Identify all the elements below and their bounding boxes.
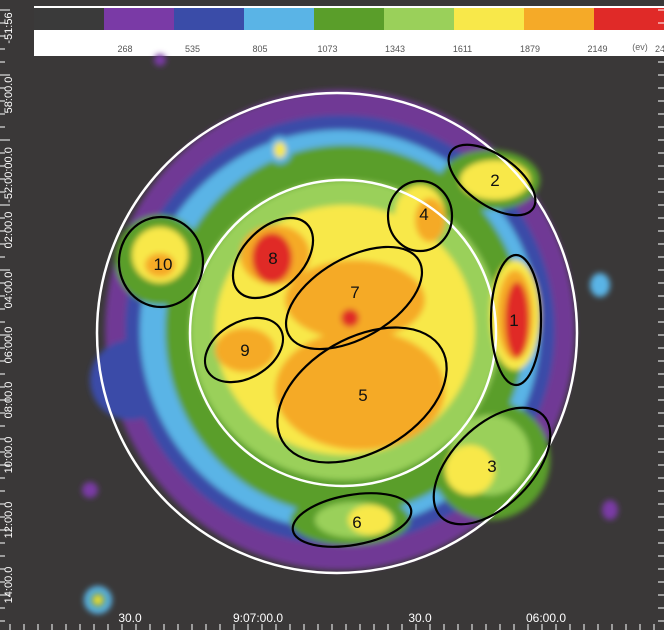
y-tick-label: 12:00.0: [3, 502, 15, 539]
region-label-7: 7: [350, 283, 359, 302]
x-tick-label: 06:00.0: [526, 611, 566, 625]
y-tick-label: 10:00.0: [3, 437, 15, 474]
y-tick-label: 06:00.0: [3, 327, 15, 364]
region-label-2: 2: [490, 171, 499, 190]
y-tick-label: 04:00.0: [3, 272, 15, 309]
region-label-6: 6: [352, 513, 361, 532]
x-tick-label: 9:07:00.0: [233, 611, 283, 625]
inner-extraction-circle: [188, 178, 498, 488]
x-axis-labels: 30.0 9:07:00.0 30.0 06:00.0: [118, 611, 566, 625]
region-ellipse-5: [276, 326, 448, 464]
y-tick-label: -52:00:00.0: [3, 147, 15, 203]
x-tick-label: 30.0: [118, 611, 142, 625]
colorbar-swatch: [104, 8, 175, 30]
colorbar: 268535805107313431611187921492416 (ev): [34, 6, 664, 56]
region-label-3: 3: [487, 457, 496, 476]
colorbar-swatch: [524, 8, 595, 30]
outer-extraction-circle: [95, 91, 579, 575]
axis-ticks: [0, 9, 664, 630]
emission-map: [82, 54, 618, 614]
colorbar-tick-label: 268: [117, 44, 132, 54]
region-ellipse-1: [489, 253, 543, 387]
region-ellipse-3: [432, 406, 552, 526]
colorbar-tick-label: 1879: [520, 44, 540, 54]
region-label-10: 10: [154, 255, 173, 274]
region-ellipse-4: [386, 179, 454, 253]
region-label-4: 4: [419, 205, 428, 224]
y-tick-label: 14:00.0: [3, 567, 15, 604]
colorbar-unit-label: (ev): [632, 42, 648, 52]
colorbar-swatch: [314, 8, 385, 30]
y-axis-labels: -51:56 58:00.0 -52:00:00.0 02:00.0 04:00.0 06…: [3, 12, 15, 603]
colorbar-tick-label: 1073: [317, 44, 337, 54]
region-label-1: 1: [509, 311, 518, 330]
region-ellipses: 1 2 3 4 5 6 7 8 9 10: [117, 143, 552, 548]
region-ellipse-6: [291, 492, 413, 548]
colorbar-tick-label: 535: [185, 44, 200, 54]
colorbar-swatch: [174, 8, 245, 30]
colorbar-swatch: [594, 8, 664, 30]
region-ellipse-2: [447, 143, 537, 217]
colorbar-swatch: [244, 8, 315, 30]
colorbar-tick-label: 1611: [453, 44, 472, 54]
y-tick-label: -51:56: [3, 12, 15, 43]
x-tick-label: 30.0: [408, 611, 432, 625]
region-ellipse-7: [284, 245, 424, 351]
region-label-8: 8: [268, 249, 277, 268]
y-tick-label: 58:00.0: [3, 77, 15, 114]
colorbar-tick-label: 1343: [385, 44, 405, 54]
colorbar-swatch: [34, 8, 105, 30]
colorbar-tick-label: 2149: [587, 44, 607, 54]
colorbar-swatch: [384, 8, 455, 30]
region-ellipse-10: [117, 215, 205, 309]
region-ellipse-8: [231, 216, 315, 300]
region-label-5: 5: [358, 386, 367, 405]
colorbar-swatch: [454, 8, 525, 30]
y-tick-label: 08:00.0: [3, 382, 15, 419]
colorbar-tick-label: 805: [252, 44, 267, 54]
region-label-9: 9: [240, 341, 249, 360]
y-tick-label: 02:00.0: [3, 212, 15, 249]
region-ellipse-9: [203, 316, 285, 384]
